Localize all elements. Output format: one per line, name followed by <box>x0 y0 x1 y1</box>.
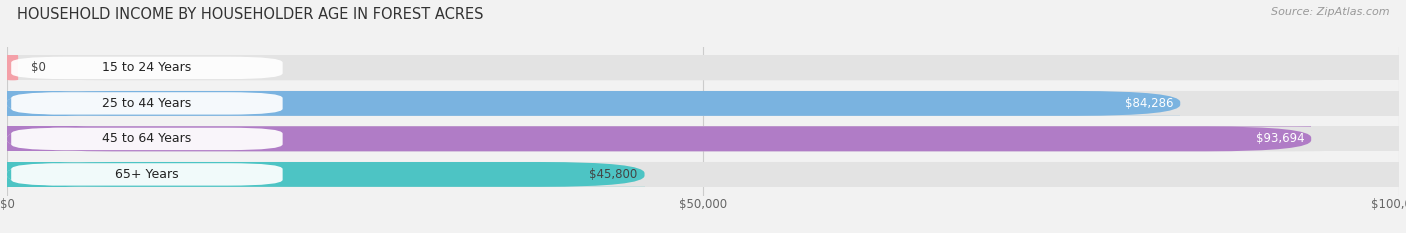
Text: $93,694: $93,694 <box>1256 132 1305 145</box>
FancyBboxPatch shape <box>7 91 1399 116</box>
FancyBboxPatch shape <box>11 163 283 186</box>
Text: $45,800: $45,800 <box>589 168 637 181</box>
FancyBboxPatch shape <box>7 91 1180 116</box>
Bar <box>7 127 1312 151</box>
Bar <box>7 91 1180 116</box>
FancyBboxPatch shape <box>11 128 283 150</box>
Bar <box>7 127 1399 151</box>
FancyBboxPatch shape <box>7 127 1312 151</box>
Text: HOUSEHOLD INCOME BY HOUSEHOLDER AGE IN FOREST ACRES: HOUSEHOLD INCOME BY HOUSEHOLDER AGE IN F… <box>17 7 484 22</box>
Bar <box>7 162 1399 187</box>
Text: 45 to 64 Years: 45 to 64 Years <box>103 132 191 145</box>
FancyBboxPatch shape <box>7 162 644 187</box>
Bar <box>7 91 1399 116</box>
Bar <box>7 162 644 187</box>
Text: 65+ Years: 65+ Years <box>115 168 179 181</box>
FancyBboxPatch shape <box>7 55 1399 80</box>
Text: $0: $0 <box>31 62 45 74</box>
FancyBboxPatch shape <box>11 57 283 79</box>
Bar <box>7 55 18 80</box>
FancyBboxPatch shape <box>7 162 1399 187</box>
Text: Source: ZipAtlas.com: Source: ZipAtlas.com <box>1271 7 1389 17</box>
Text: 15 to 24 Years: 15 to 24 Years <box>103 62 191 74</box>
FancyBboxPatch shape <box>7 127 1399 151</box>
Text: 25 to 44 Years: 25 to 44 Years <box>103 97 191 110</box>
FancyBboxPatch shape <box>7 55 18 80</box>
FancyBboxPatch shape <box>11 92 283 115</box>
Bar <box>7 55 1399 80</box>
Text: $84,286: $84,286 <box>1125 97 1173 110</box>
